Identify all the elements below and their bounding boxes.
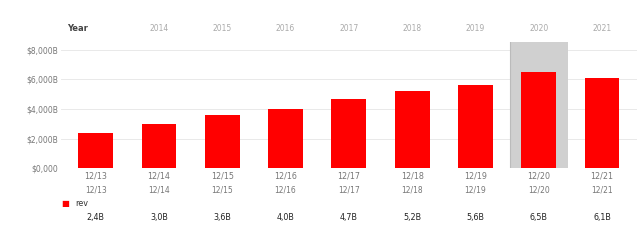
Text: 12/14: 12/14 — [148, 185, 170, 194]
Text: 2016: 2016 — [276, 24, 295, 33]
Text: 12/20: 12/20 — [528, 185, 550, 194]
Bar — [395, 91, 429, 168]
Bar — [458, 85, 493, 168]
Text: Year: Year — [67, 24, 88, 33]
Bar — [141, 124, 176, 168]
Text: 6,5B: 6,5B — [530, 213, 548, 222]
Bar — [332, 99, 366, 168]
Text: 12/16: 12/16 — [275, 185, 296, 194]
Text: 3,6B: 3,6B — [213, 213, 231, 222]
Text: 12/17: 12/17 — [338, 185, 360, 194]
Text: 12/18: 12/18 — [401, 185, 423, 194]
Text: 12/19: 12/19 — [465, 185, 486, 194]
Bar — [205, 115, 239, 168]
Text: 12/21: 12/21 — [591, 185, 612, 194]
Text: 4,0B: 4,0B — [276, 213, 294, 222]
Text: 12/13: 12/13 — [84, 185, 106, 194]
Text: 2019: 2019 — [466, 24, 485, 33]
Text: 2020: 2020 — [529, 24, 548, 33]
Bar — [584, 78, 620, 168]
Text: 2,4B: 2,4B — [86, 213, 104, 222]
Bar — [522, 72, 556, 168]
Text: 2017: 2017 — [339, 24, 358, 33]
Text: 2018: 2018 — [403, 24, 422, 33]
Text: 2021: 2021 — [593, 24, 612, 33]
Text: 3,0B: 3,0B — [150, 213, 168, 222]
Text: 5,2B: 5,2B — [403, 213, 421, 222]
Text: 5,6B: 5,6B — [467, 213, 484, 222]
Text: 6,1B: 6,1B — [593, 213, 611, 222]
Text: 12/15: 12/15 — [211, 185, 233, 194]
Text: ■: ■ — [61, 199, 68, 208]
Text: 2014: 2014 — [149, 24, 168, 33]
Text: 4,7B: 4,7B — [340, 213, 358, 222]
Bar — [268, 109, 303, 168]
Text: rev: rev — [76, 199, 88, 208]
Bar — [78, 133, 113, 168]
Bar — [509, 42, 568, 168]
Text: 2015: 2015 — [212, 24, 232, 33]
